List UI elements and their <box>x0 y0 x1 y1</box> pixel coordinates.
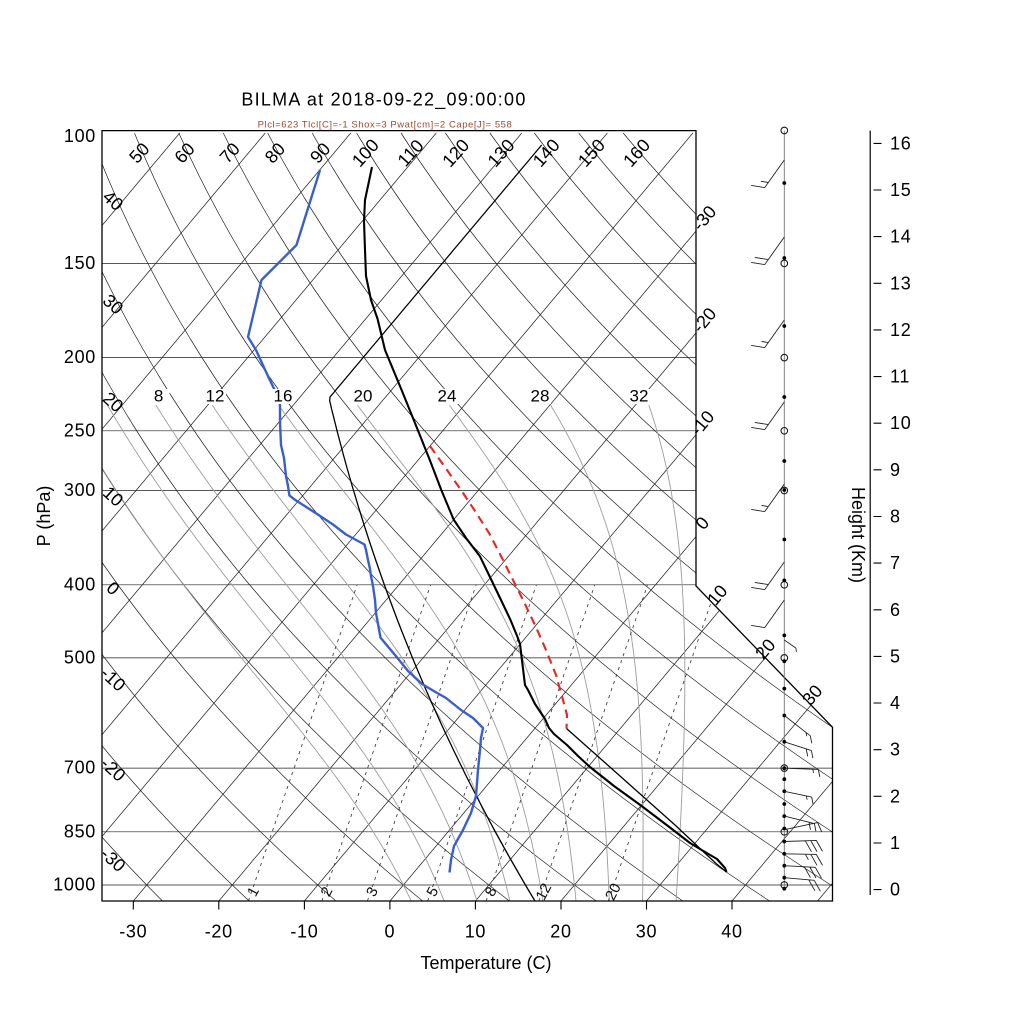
svg-text:3: 3 <box>890 740 901 760</box>
svg-text:12: 12 <box>206 387 225 406</box>
svg-text:700: 700 <box>64 758 96 778</box>
svg-text:500: 500 <box>64 647 96 667</box>
svg-text:Temperature (C): Temperature (C) <box>420 953 551 973</box>
svg-text:250: 250 <box>64 420 96 440</box>
svg-text:2: 2 <box>890 786 901 806</box>
svg-text:9: 9 <box>890 460 901 480</box>
svg-text:40: 40 <box>721 922 742 942</box>
svg-text:20: 20 <box>550 922 571 942</box>
svg-text:24: 24 <box>438 387 457 406</box>
svg-text:12: 12 <box>890 320 911 340</box>
svg-text:4: 4 <box>890 693 901 713</box>
svg-text:15: 15 <box>890 180 911 200</box>
svg-text:1: 1 <box>890 833 901 853</box>
svg-text:150: 150 <box>64 253 96 273</box>
svg-text:28: 28 <box>531 387 550 406</box>
svg-text:32: 32 <box>630 387 649 406</box>
svg-text:P (hPa): P (hPa) <box>34 486 54 547</box>
svg-text:20: 20 <box>354 387 373 406</box>
svg-text:-10: -10 <box>290 922 318 942</box>
svg-text:1000: 1000 <box>53 875 96 895</box>
svg-text:BILMA at 2018-09-22_09:00:00: BILMA at 2018-09-22_09:00:00 <box>241 90 526 111</box>
svg-text:5: 5 <box>890 646 901 666</box>
svg-text:20: 20 <box>602 881 625 904</box>
svg-text:7: 7 <box>890 553 901 573</box>
svg-text:8: 8 <box>154 387 163 406</box>
svg-text:0: 0 <box>385 922 396 942</box>
svg-text:-30: -30 <box>119 922 147 942</box>
svg-text:11: 11 <box>890 367 910 387</box>
svg-text:6: 6 <box>890 600 901 620</box>
svg-text:10: 10 <box>465 922 486 942</box>
svg-text:12: 12 <box>533 881 556 904</box>
svg-text:10: 10 <box>890 413 911 433</box>
svg-text:14: 14 <box>890 227 911 247</box>
svg-text:100: 100 <box>64 126 96 146</box>
svg-text:16: 16 <box>890 133 911 153</box>
svg-text:300: 300 <box>64 480 96 500</box>
svg-text:16: 16 <box>274 387 293 406</box>
svg-text:Height (Km): Height (Km) <box>848 487 868 583</box>
svg-text:8: 8 <box>890 507 901 527</box>
svg-text:30: 30 <box>636 922 657 942</box>
svg-text:13: 13 <box>890 273 911 293</box>
svg-text:200: 200 <box>64 347 96 367</box>
svg-text:0: 0 <box>890 880 901 900</box>
svg-text:400: 400 <box>64 574 96 594</box>
svg-text:Plcl=623 Tlcl[C]=-1 Shox=3 Pwa: Plcl=623 Tlcl[C]=-1 Shox=3 Pwat[cm]=2 Ca… <box>258 120 513 131</box>
svg-text:850: 850 <box>64 821 96 841</box>
svg-text:-20: -20 <box>205 922 233 942</box>
